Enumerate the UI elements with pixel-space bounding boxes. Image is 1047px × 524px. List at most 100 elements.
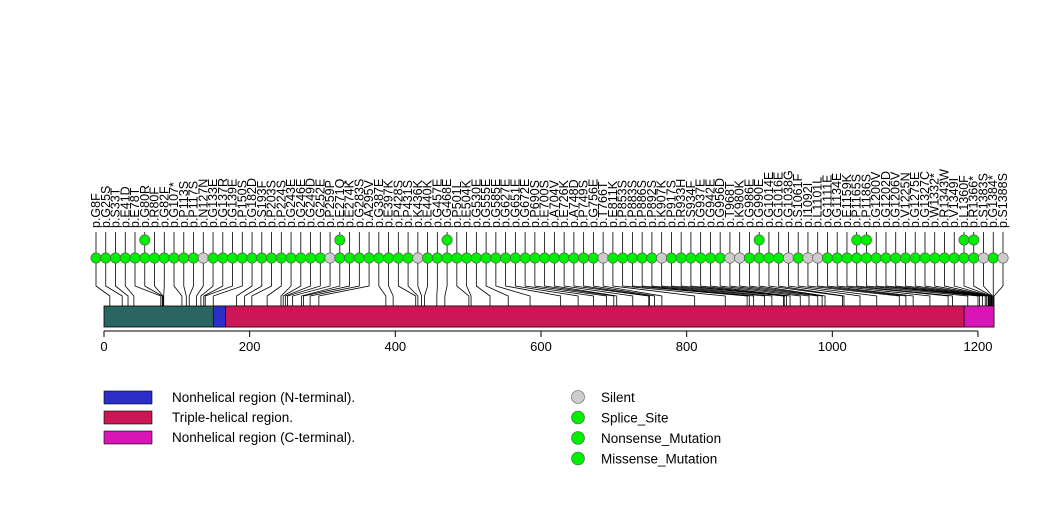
mutation-label: p.G1200V bbox=[869, 171, 883, 228]
mutation-dot bbox=[490, 252, 502, 264]
mutation-stem bbox=[407, 232, 419, 306]
mutation-dot bbox=[617, 252, 629, 264]
mutation-stem bbox=[475, 232, 491, 306]
mutation-stem bbox=[95, 232, 111, 306]
x-axis: 0 200 400 600 800 1000 1200 bbox=[100, 330, 992, 354]
mutation-label: p.L1360F bbox=[957, 175, 971, 228]
mutation-label: p.G956D bbox=[713, 178, 727, 228]
mutation-label: p.G182D bbox=[245, 178, 259, 228]
legend-label-3: Missense_Mutation bbox=[601, 452, 717, 467]
mutation-dot bbox=[597, 252, 609, 264]
mutation-label: p.L1101L bbox=[811, 177, 825, 228]
mutation-label: p.K980K bbox=[733, 179, 747, 228]
mutation-dot bbox=[968, 252, 980, 264]
mutation-dot bbox=[714, 252, 726, 264]
mutation-label: p.G468E bbox=[440, 179, 454, 228]
mutation-label: p.G990E bbox=[752, 179, 766, 228]
mutation-dot bbox=[285, 252, 297, 264]
legend-label-2: Nonsense_Mutation bbox=[601, 431, 721, 446]
mutation-stem bbox=[115, 232, 129, 306]
mutation-dot bbox=[509, 252, 521, 264]
mutation-dot bbox=[792, 252, 804, 264]
mutation-label: p.A748D bbox=[567, 179, 581, 228]
mutation-dot bbox=[168, 252, 180, 264]
mutation-stem bbox=[173, 232, 183, 306]
mutation-label: p.K436K bbox=[411, 179, 425, 228]
mutation-dot bbox=[129, 252, 141, 264]
mutation-label: p.P113S bbox=[177, 181, 191, 228]
mutation-stem bbox=[163, 232, 165, 306]
domain-1 bbox=[225, 305, 965, 328]
mutation-dot bbox=[139, 252, 151, 264]
domain-legend: Nonhelical region (N-terminal). Triple-he… bbox=[103, 390, 355, 445]
x-tick-label-600: 600 bbox=[530, 339, 552, 354]
mutation-dot bbox=[929, 252, 941, 264]
mutation-dot bbox=[207, 252, 219, 264]
legend-marker-2 bbox=[571, 431, 585, 445]
mutation-label: p.P1165S bbox=[850, 174, 864, 228]
mutation-label: p.P886S bbox=[635, 180, 649, 228]
mutation-label: p.P883S bbox=[625, 180, 639, 228]
mutation-dot bbox=[743, 252, 755, 264]
mutation-dot bbox=[217, 252, 229, 264]
mutation-label: p.G457E bbox=[430, 179, 444, 228]
mutation-label: p.P501L bbox=[450, 181, 464, 228]
mutation-dot bbox=[724, 252, 736, 264]
mutation-dot bbox=[402, 252, 414, 264]
legend-label-1: Splice_Site bbox=[601, 411, 669, 426]
mutation-label: p.G1038G bbox=[781, 170, 795, 228]
mutation-stem bbox=[204, 232, 233, 306]
mutation-stem bbox=[417, 232, 422, 306]
mutation-label: p.R933H bbox=[674, 179, 688, 228]
mutation-dot bbox=[529, 252, 541, 264]
mutation-label: p.G107* bbox=[167, 182, 181, 228]
legend-marker-1 bbox=[571, 410, 585, 425]
mutation-label: p.P117S bbox=[187, 181, 201, 228]
mutation-dot bbox=[578, 252, 590, 264]
x-tick-label-1000: 1000 bbox=[818, 339, 847, 354]
mutation-dot bbox=[110, 252, 122, 264]
mutation-label: p.T766T bbox=[596, 181, 610, 228]
mutation-stem bbox=[200, 232, 214, 306]
mutation-dot bbox=[860, 252, 872, 264]
mutation-dot bbox=[295, 252, 307, 264]
mutation-dot bbox=[334, 252, 346, 264]
mutation-dot bbox=[334, 234, 346, 246]
mutation-label: p.S934F bbox=[684, 180, 698, 228]
mutation-label: p.G530E bbox=[469, 179, 483, 228]
mutation-label: p.G246E bbox=[294, 179, 308, 228]
mutation-label: p.G1202D bbox=[879, 171, 893, 228]
mutation-dot bbox=[100, 252, 112, 264]
mutation-stem bbox=[817, 232, 907, 306]
mutation-label: p.E504K bbox=[460, 179, 474, 228]
mutation-label: p.P431S bbox=[401, 180, 415, 228]
mutation-dot bbox=[266, 252, 278, 264]
mutation-dot bbox=[763, 252, 775, 264]
mutation-dot bbox=[919, 252, 931, 264]
mutation-stem bbox=[456, 232, 470, 306]
mutation-label: p.G555E bbox=[479, 179, 493, 228]
mutation-stem bbox=[641, 232, 750, 306]
mutation-label: p.P917S bbox=[664, 180, 678, 228]
mutation-label: p.G283S bbox=[352, 179, 366, 228]
mutation-label: p.P150S bbox=[235, 180, 249, 228]
mutation-dot bbox=[656, 252, 668, 264]
mutation-label: p.G1384* bbox=[986, 175, 1000, 228]
mutation-dot bbox=[500, 252, 512, 264]
mutation-label: p.E274K bbox=[343, 179, 357, 228]
domain-2 bbox=[963, 305, 995, 328]
mutation-label: p.R1343W bbox=[937, 169, 951, 228]
mutation-dot bbox=[753, 252, 765, 264]
x-tick-label-400: 400 bbox=[384, 339, 406, 354]
mutation-dot bbox=[636, 252, 648, 264]
mutation-label: p.A295V bbox=[362, 179, 376, 228]
domain-0 bbox=[212, 305, 226, 328]
domain-legend-label-2: Nonhelical region (C-terminal). bbox=[172, 430, 355, 445]
mutation-dot bbox=[821, 252, 833, 264]
mutation-dot bbox=[188, 252, 200, 264]
mutation-dot bbox=[977, 252, 989, 264]
mutation-label: p.R1366* bbox=[967, 176, 981, 228]
mutation-label: p.G1016E bbox=[772, 172, 786, 228]
mutation-dot bbox=[890, 252, 902, 264]
